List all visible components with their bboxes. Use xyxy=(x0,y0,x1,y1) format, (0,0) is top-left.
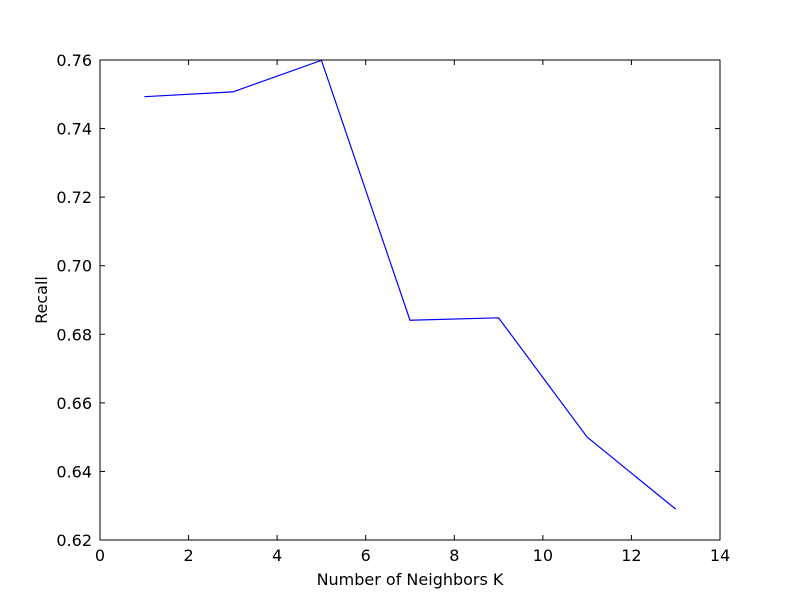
x-tick-label: 6 xyxy=(361,546,371,565)
tick-labels-layer: 0 2 4 6 8 10 12 14 0.62 0.64 0.66 0.68 0.70 0.72 0.74 0… xyxy=(56,51,730,565)
recall-series-line xyxy=(144,59,677,510)
plot-frame xyxy=(99,59,721,541)
x-tick-label: 12 xyxy=(621,546,641,565)
x-axis-label: Number of Neighbors K xyxy=(317,570,504,589)
y-tick-label: 0.64 xyxy=(56,462,92,481)
x-tick-label: 14 xyxy=(710,546,730,565)
y-tick-label: 0.72 xyxy=(56,188,92,207)
y-axis-label: Recall xyxy=(32,276,51,324)
y-tick-label: 0.74 xyxy=(56,120,92,139)
y-tick-label: 0.66 xyxy=(56,394,92,413)
ticks-layer xyxy=(99,59,721,541)
y-tick-label: 0.70 xyxy=(56,257,92,276)
x-tick-label: 10 xyxy=(533,546,553,565)
x-tick-label: 4 xyxy=(272,546,282,565)
y-tick-label: 0.68 xyxy=(56,325,92,344)
x-tick-label: 0 xyxy=(95,546,105,565)
series-layer xyxy=(144,59,677,510)
y-tick-label: 0.62 xyxy=(56,531,92,550)
x-tick-label: 8 xyxy=(449,546,459,565)
y-tick-label: 0.76 xyxy=(56,51,92,70)
x-tick-label: 2 xyxy=(183,546,193,565)
